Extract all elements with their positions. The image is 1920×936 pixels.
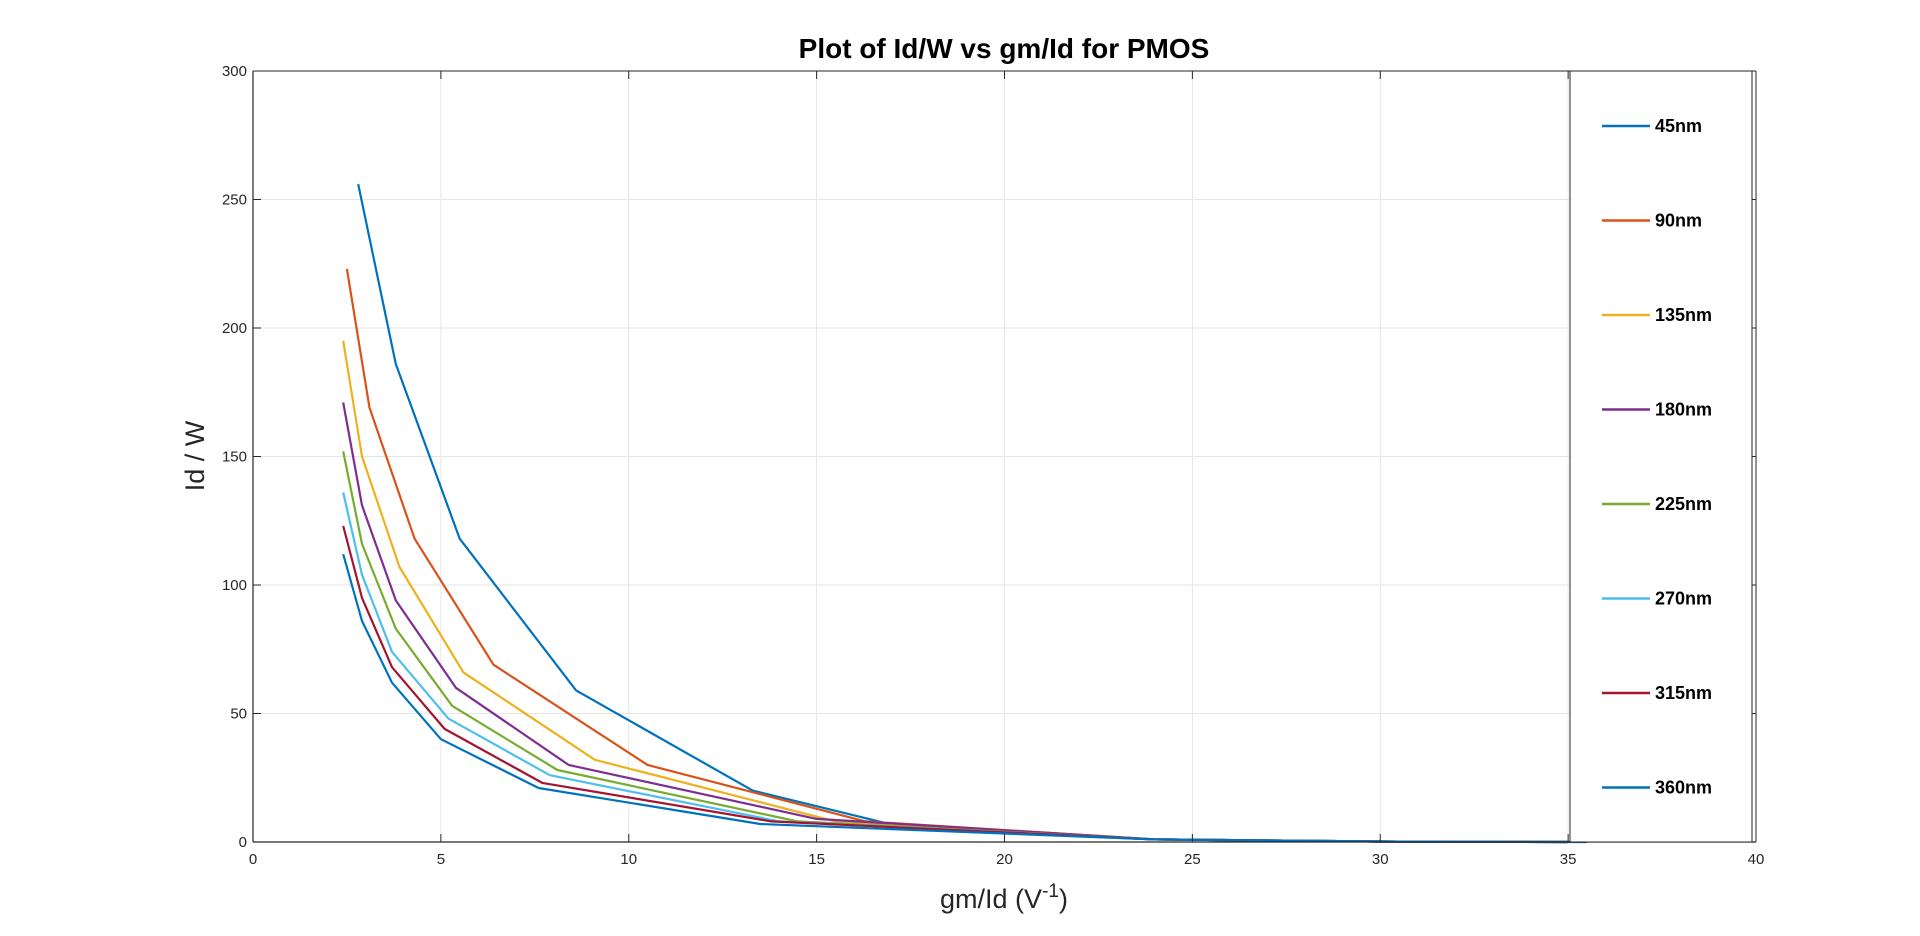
tick-labels: 0 5 10 15 20 25 30 35 40 0 50 100 150 200 250 300 [222,63,1764,868]
series-line-360nm [342,553,1569,844]
chart-title: Plot of Id/W vs gm/Id for PMOS [799,33,1210,64]
x-tick-label: 15 [808,851,825,868]
legend-item-225nm[interactable]: 225nm [1602,494,1712,514]
x-tick-label: 20 [996,851,1013,868]
x-axis-label-base: gm/Id (V [940,884,1042,914]
legend-label: 225nm [1655,494,1712,514]
x-tick-label: 10 [620,851,637,868]
legend-item-180nm[interactable]: 180nm [1602,400,1712,420]
series-lines [342,183,1587,844]
y-tick-label: 0 [239,834,247,851]
axes [252,70,1757,843]
x-axis-label-close: ) [1059,884,1068,914]
x-tick-label: 5 [437,851,445,868]
legend-label: 90nm [1655,211,1702,231]
x-tick-label: 35 [1560,851,1577,868]
legend-label: 315nm [1655,683,1712,703]
legend-item-315nm[interactable]: 315nm [1602,683,1712,703]
y-tick-label: 50 [230,706,247,723]
legend-item-270nm[interactable]: 270nm [1602,589,1712,609]
x-tick-label: 40 [1748,851,1765,868]
x-tick-label: 25 [1184,851,1201,868]
legend-label: 270nm [1655,589,1712,609]
y-tick-label: 100 [222,577,247,594]
legend-item-90nm[interactable]: 90nm [1602,211,1702,231]
y-axis-label: Id / W [180,420,210,491]
x-axis-label: gm/Id (V-1) [940,881,1068,914]
legend-item-360nm[interactable]: 360nm [1602,778,1712,798]
y-tick-label: 300 [222,63,247,80]
legend-item-135nm[interactable]: 135nm [1602,305,1712,325]
x-tick-label: 30 [1372,851,1389,868]
legend-item-45nm[interactable]: 45nm [1602,116,1702,136]
legend[interactable]: 45nm 90nm 135nm 180nm 225nm 270nm 315nm 360nm [1569,70,1753,843]
y-tick-label: 150 [222,449,247,466]
legend-label: 360nm [1655,778,1712,798]
x-tick-label: 0 [249,851,257,868]
y-tick-label: 200 [222,320,247,337]
legend-label: 180nm [1655,400,1712,420]
legend-box [1569,70,1753,843]
x-axis-label-exponent: -1 [1042,881,1059,902]
legend-label: 135nm [1655,305,1712,325]
y-tick-label: 250 [222,192,247,209]
legend-label: 45nm [1655,116,1702,136]
